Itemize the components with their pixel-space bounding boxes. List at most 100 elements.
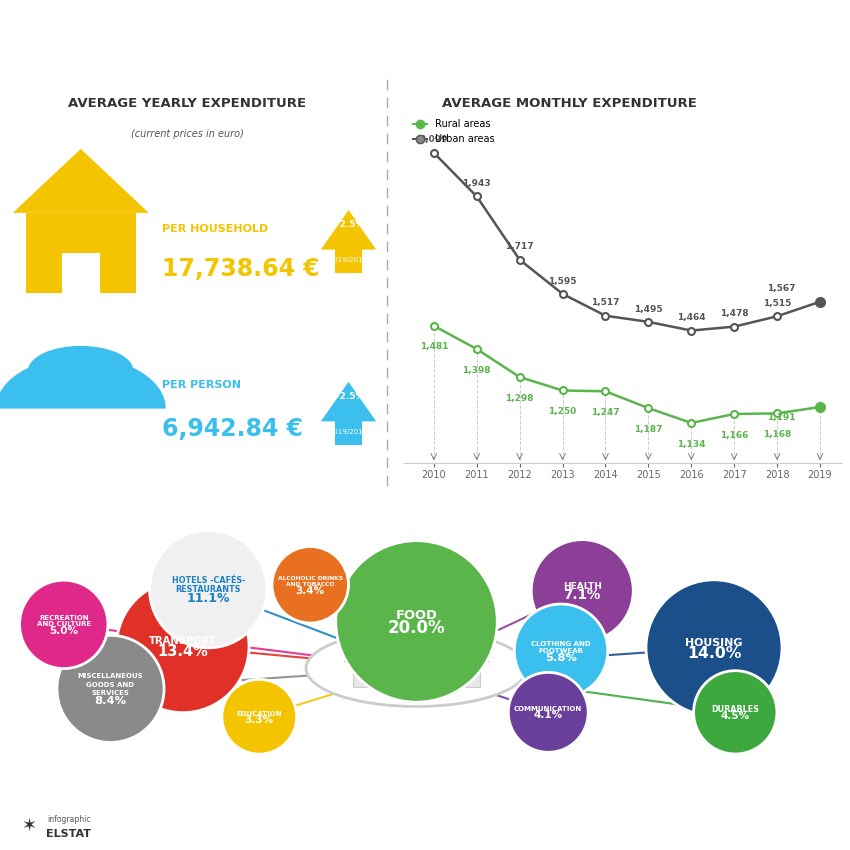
Text: 1,481: 1,481 bbox=[420, 343, 448, 351]
FancyBboxPatch shape bbox=[405, 675, 428, 687]
FancyBboxPatch shape bbox=[353, 662, 480, 687]
Ellipse shape bbox=[336, 541, 497, 702]
Polygon shape bbox=[344, 646, 489, 662]
Text: ✶: ✶ bbox=[21, 817, 37, 835]
Text: ALCOHOLIC DRINKS: ALCOHOLIC DRINKS bbox=[278, 576, 343, 581]
Ellipse shape bbox=[222, 679, 297, 754]
Text: GOODS AND: GOODS AND bbox=[87, 682, 134, 688]
Text: 7.1%: 7.1% bbox=[564, 587, 601, 602]
Text: (current prices in euro): (current prices in euro) bbox=[513, 129, 626, 139]
Ellipse shape bbox=[150, 530, 267, 648]
Circle shape bbox=[306, 630, 527, 706]
Text: 1,495: 1,495 bbox=[634, 304, 663, 314]
Text: 1,515: 1,515 bbox=[763, 299, 791, 308]
FancyBboxPatch shape bbox=[335, 412, 362, 445]
Circle shape bbox=[422, 639, 453, 649]
Text: COMMUNICATION: COMMUNICATION bbox=[514, 706, 582, 712]
Legend: Rural areas, Urban areas: Rural areas, Urban areas bbox=[409, 116, 498, 148]
Text: 1,595: 1,595 bbox=[548, 276, 577, 286]
Text: DURABLES: DURABLES bbox=[711, 705, 759, 714]
Text: AVERAGE YEARLY EXPENDITURE: AVERAGE YEARLY EXPENDITURE bbox=[68, 97, 306, 110]
Text: 3.4%: 3.4% bbox=[296, 586, 325, 596]
Text: 2019/2018: 2019/2018 bbox=[330, 429, 367, 435]
Text: 20.0%: 20.0% bbox=[388, 619, 445, 637]
Circle shape bbox=[401, 643, 432, 654]
Text: +2.5%: +2.5% bbox=[332, 392, 365, 400]
Text: EDUCATION: EDUCATION bbox=[236, 711, 282, 717]
Ellipse shape bbox=[694, 671, 777, 754]
Text: AVERAGE MONTHLY EXPENDITURE: AVERAGE MONTHLY EXPENDITURE bbox=[442, 97, 697, 110]
Text: +2.5%: +2.5% bbox=[332, 220, 365, 229]
Circle shape bbox=[28, 346, 133, 395]
Text: 11.1%: 11.1% bbox=[186, 592, 230, 605]
Text: 1,478: 1,478 bbox=[720, 309, 749, 318]
Ellipse shape bbox=[116, 580, 249, 712]
Circle shape bbox=[384, 636, 415, 647]
Text: 6,942.84 €: 6,942.84 € bbox=[162, 416, 303, 440]
Text: 3.3%: 3.3% bbox=[245, 715, 274, 725]
Ellipse shape bbox=[531, 540, 633, 642]
Text: 13.4%: 13.4% bbox=[157, 644, 208, 659]
Text: 1,134: 1,134 bbox=[677, 439, 706, 449]
Polygon shape bbox=[320, 210, 376, 250]
Ellipse shape bbox=[646, 580, 782, 716]
Text: 4.5%: 4.5% bbox=[721, 711, 750, 721]
Text: 5.0%: 5.0% bbox=[49, 626, 78, 637]
Text: Source: Hellenic Statistical Authority/30 September 2020: Source: Hellenic Statistical Authority/3… bbox=[246, 820, 604, 833]
Text: PER PERSON: PER PERSON bbox=[162, 380, 241, 389]
Ellipse shape bbox=[514, 604, 608, 698]
Text: AND TOBACCO: AND TOBACCO bbox=[286, 582, 334, 587]
Text: 1,168: 1,168 bbox=[763, 430, 791, 439]
FancyBboxPatch shape bbox=[26, 212, 136, 292]
Text: HEALTH: HEALTH bbox=[563, 582, 602, 592]
Text: 1,717: 1,717 bbox=[505, 242, 534, 252]
Circle shape bbox=[410, 634, 440, 645]
Text: 1,247: 1,247 bbox=[591, 408, 620, 417]
Polygon shape bbox=[0, 357, 166, 409]
Text: TRANSPORT: TRANSPORT bbox=[149, 636, 217, 646]
Polygon shape bbox=[13, 149, 149, 212]
Text: FOOTWEAR: FOOTWEAR bbox=[539, 648, 583, 654]
Text: 17,738.64 €: 17,738.64 € bbox=[162, 257, 319, 280]
Text: 1,517: 1,517 bbox=[592, 298, 620, 308]
Text: HOUSEHOLD BUDGET SURVEY, 2019: HOUSEHOLD BUDGET SURVEY, 2019 bbox=[60, 26, 790, 60]
Text: RECREATION: RECREATION bbox=[39, 615, 88, 620]
Text: RESTAURANTS: RESTAURANTS bbox=[175, 585, 241, 593]
Text: 5.8%: 5.8% bbox=[545, 653, 577, 663]
Text: SERVICES: SERVICES bbox=[92, 690, 129, 696]
Text: #GreekDataMatter: #GreekDataMatter bbox=[666, 819, 813, 834]
Text: 1,166: 1,166 bbox=[720, 431, 748, 439]
Text: HOUSING: HOUSING bbox=[685, 638, 743, 648]
Ellipse shape bbox=[20, 581, 108, 669]
Text: (current prices in euro): (current prices in euro) bbox=[131, 129, 243, 139]
FancyBboxPatch shape bbox=[335, 241, 362, 273]
Text: MISCELLANEOUS: MISCELLANEOUS bbox=[77, 673, 144, 679]
Polygon shape bbox=[320, 382, 376, 422]
Text: HOTELS -CAFÉS-: HOTELS -CAFÉS- bbox=[172, 575, 245, 585]
Circle shape bbox=[370, 646, 395, 654]
Text: 1,191: 1,191 bbox=[767, 412, 795, 422]
Text: 4.1%: 4.1% bbox=[534, 711, 563, 721]
Text: CLOTHING AND: CLOTHING AND bbox=[531, 641, 591, 647]
Ellipse shape bbox=[57, 635, 164, 742]
Text: 2019/2018: 2019/2018 bbox=[330, 258, 367, 264]
Text: 1,187: 1,187 bbox=[634, 425, 663, 434]
Text: 1,943: 1,943 bbox=[462, 179, 491, 188]
Ellipse shape bbox=[272, 547, 348, 623]
Text: infographic: infographic bbox=[48, 815, 91, 824]
Text: 1,250: 1,250 bbox=[548, 407, 576, 416]
Ellipse shape bbox=[508, 672, 588, 752]
Text: ELSTAT: ELSTAT bbox=[46, 829, 91, 839]
Text: 1,298: 1,298 bbox=[506, 394, 534, 403]
FancyBboxPatch shape bbox=[62, 252, 100, 292]
Text: FOOD: FOOD bbox=[395, 609, 438, 621]
Text: 1,567: 1,567 bbox=[767, 285, 795, 293]
Text: 8.4%: 8.4% bbox=[94, 696, 127, 706]
Text: 2,099: 2,099 bbox=[420, 135, 448, 144]
FancyBboxPatch shape bbox=[10, 807, 95, 847]
Text: AND CULTURE: AND CULTURE bbox=[37, 621, 91, 627]
Text: PER HOUSEHOLD: PER HOUSEHOLD bbox=[162, 224, 268, 234]
Text: 1,464: 1,464 bbox=[677, 313, 706, 322]
Text: 1,398: 1,398 bbox=[462, 366, 491, 375]
Text: HOUSEHOLD MONTHLY EXPENDITURE ON GOODS AND SERVICES: HOUSEHOLD MONTHLY EXPENDITURE ON GOODS A… bbox=[125, 488, 725, 507]
